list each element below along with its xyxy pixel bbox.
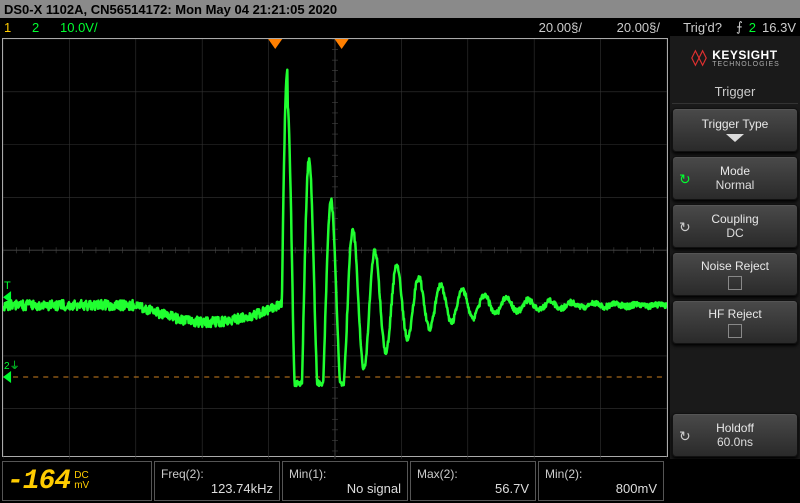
noise-reject-button[interactable]: Noise Reject	[672, 252, 798, 296]
brand-subtitle: TECHNOLOGIES	[712, 61, 780, 68]
meas-value: No signal	[289, 481, 401, 496]
trigger-channel: 2	[749, 20, 756, 35]
brand-logo-area: KEYSIGHT TECHNOLOGIES	[672, 38, 798, 78]
dropdown-icon	[724, 133, 746, 143]
meas-label: Min(1):	[289, 467, 401, 481]
meas-value: 123.74kHz	[161, 481, 273, 496]
noise-reject-label: Noise Reject	[701, 259, 769, 273]
main-meas-value: -164	[7, 466, 70, 497]
coupling-label: Coupling	[711, 212, 758, 226]
svg-text:T: T	[4, 280, 11, 292]
trigger-level: 16.3V	[762, 20, 796, 35]
meas-cell-min1: Min(1): No signal	[282, 461, 408, 501]
channel-1-indicator: 1	[4, 20, 24, 35]
status-bar: 1 2 10.0V/ 20.00§/ 20.00§/ Trig'd? ⨍ 2 1…	[0, 18, 800, 36]
timebase-value: 20.00§/	[512, 20, 582, 35]
mode-button[interactable]: ↻ Mode Normal	[672, 156, 798, 200]
waveform-display[interactable]: T 2⏚	[2, 38, 668, 457]
meas-label: Freq(2):	[161, 467, 273, 481]
knob-icon: ↻	[679, 219, 691, 236]
trigger-status: Trig'd?	[668, 20, 728, 35]
hf-reject-label: HF Reject	[708, 307, 761, 321]
main-measurement: -164 DC mV	[2, 461, 152, 501]
noise-reject-checkbox[interactable]	[728, 276, 742, 290]
holdoff-label: Holdoff	[716, 421, 754, 435]
coupling-value: DC	[726, 226, 743, 240]
keysight-icon	[690, 49, 708, 67]
volts-per-div: 10.0V/	[60, 20, 120, 35]
panel-title: Trigger	[672, 82, 798, 104]
trigger-type-label: Trigger Type	[702, 117, 769, 131]
hf-reject-button[interactable]: HF Reject	[672, 300, 798, 344]
meas-value: 56.7V	[417, 481, 529, 496]
knob-icon: ↻	[679, 171, 691, 188]
device-info-text: DS0-X 1102A, CN56514172: Mon May 04 21:2…	[4, 2, 337, 17]
meas-cell-freq: Freq(2): 123.74kHz	[154, 461, 280, 501]
meas-label: Min(2):	[545, 467, 657, 481]
svg-text:2⏚: 2⏚	[4, 360, 20, 372]
side-menu: KEYSIGHT TECHNOLOGIES Trigger Trigger Ty…	[670, 36, 800, 459]
meas-label: Max(2):	[417, 467, 529, 481]
mode-label: Mode	[720, 164, 750, 178]
meas-value: 800mV	[545, 481, 657, 496]
holdoff-value: 60.0ns	[717, 435, 753, 449]
brand-name: KEYSIGHT	[712, 49, 780, 61]
device-header: DS0-X 1102A, CN56514172: Mon May 04 21:2…	[0, 0, 800, 18]
measurement-bar: -164 DC mV Freq(2): 123.74kHz Min(1): No…	[0, 459, 800, 503]
meas-cell-max2: Max(2): 56.7V	[410, 461, 536, 501]
hf-reject-checkbox[interactable]	[728, 324, 742, 338]
delay-value: 20.00§/	[590, 20, 660, 35]
edge-icon: ⨍	[736, 19, 743, 35]
knob-icon: ↻	[679, 428, 691, 445]
mode-value: Normal	[716, 178, 755, 192]
trigger-type-button[interactable]: Trigger Type	[672, 108, 798, 152]
meas-cell-min2: Min(2): 800mV	[538, 461, 664, 501]
channel-2-indicator: 2	[32, 20, 52, 35]
main-meas-unit-bot: mV	[74, 481, 89, 491]
holdoff-button[interactable]: ↻ Holdoff 60.0ns	[672, 413, 798, 457]
coupling-button[interactable]: ↻ Coupling DC	[672, 204, 798, 248]
